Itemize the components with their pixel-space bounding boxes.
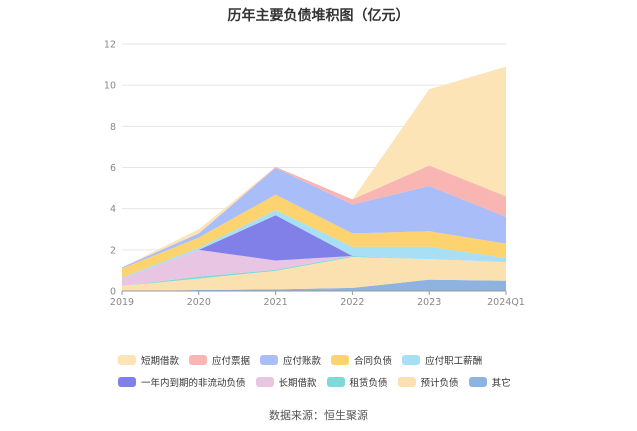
x-tick-label: 2023 bbox=[417, 297, 441, 308]
legend-label: 租赁负债 bbox=[349, 377, 388, 389]
legend-label: 应付职工薪酬 bbox=[425, 355, 483, 367]
y-tick-label: 8 bbox=[110, 122, 116, 133]
legend-swatch bbox=[255, 376, 274, 387]
legend-swatch bbox=[402, 354, 421, 365]
area-series-0[interactable] bbox=[122, 279, 506, 291]
legend-item[interactable]: 合同负债 bbox=[331, 353, 392, 367]
legend-label: 短期借款 bbox=[141, 355, 180, 367]
x-tick-label: 2024Q1 bbox=[487, 297, 525, 308]
y-tick-label: 10 bbox=[104, 81, 116, 92]
x-tick-label: 2021 bbox=[264, 297, 288, 308]
legend-swatch bbox=[260, 354, 279, 365]
legend-swatch bbox=[118, 354, 136, 365]
legend-item[interactable]: 应付账款 bbox=[260, 353, 321, 367]
area-series-1[interactable] bbox=[122, 257, 506, 291]
legend-swatch bbox=[397, 376, 416, 387]
area-series-9[interactable] bbox=[122, 66, 506, 268]
area-series-7[interactable] bbox=[122, 167, 506, 269]
y-tick-label: 2 bbox=[110, 245, 116, 256]
data-source: 数据来源：恒生聚源 bbox=[269, 409, 368, 422]
legend-label: 应付账款 bbox=[283, 355, 322, 367]
x-tick-label: 2022 bbox=[340, 297, 364, 308]
area-series-4[interactable] bbox=[122, 215, 506, 279]
x-tick-label: 2020 bbox=[187, 297, 211, 308]
y-tick-label: 0 bbox=[110, 287, 116, 298]
legend-item[interactable]: 其它 bbox=[468, 375, 511, 389]
legend-label: 一年内到期的非流动负债 bbox=[141, 377, 246, 389]
area-series-3[interactable] bbox=[122, 249, 506, 286]
legend-label: 其它 bbox=[491, 377, 511, 389]
legend-swatch bbox=[331, 354, 350, 365]
legend-row: 短期借款 应付票据 应付账款 合同负债 应付职工薪酬 bbox=[118, 352, 538, 367]
legend-label: 预计负债 bbox=[420, 377, 459, 389]
legend-swatch bbox=[118, 376, 136, 387]
area-series-8[interactable] bbox=[122, 165, 506, 268]
legend-label: 应付票据 bbox=[212, 355, 251, 367]
legend-item[interactable]: 长期借款 bbox=[255, 375, 317, 389]
y-tick-label: 4 bbox=[110, 204, 116, 215]
legend-swatch bbox=[326, 376, 345, 387]
legend-item[interactable]: 租赁负债 bbox=[326, 375, 388, 389]
y-tick-label: 6 bbox=[110, 163, 116, 174]
x-tick-label: 2019 bbox=[110, 297, 134, 308]
chart-title: 历年主要负债堆积图（亿元） bbox=[227, 8, 410, 24]
legend-item[interactable]: 一年内到期的非流动负债 bbox=[118, 375, 246, 389]
legend-swatch bbox=[189, 354, 208, 365]
legend-label: 长期借款 bbox=[278, 377, 317, 389]
legend-item[interactable]: 应付职工薪酬 bbox=[402, 353, 482, 367]
area-series-6[interactable] bbox=[122, 194, 506, 278]
chart-legend: 短期借款 应付票据 应付账款 合同负债 应付职工薪酬一年内到期的非流动负债 长期借款 租赁负… bbox=[118, 352, 538, 396]
stacked-area-chart: 0 2 4 6 8 10 12 2019 2020 2021 2022 2023 2024Q1 bbox=[104, 40, 525, 309]
axes: 0 2 4 6 8 10 12 2019 2020 2021 2022 2023 2024Q1 bbox=[104, 40, 525, 309]
legend-label: 合同负债 bbox=[354, 355, 393, 367]
area-series bbox=[122, 66, 506, 291]
legend-item[interactable]: 短期借款 bbox=[118, 353, 179, 367]
legend-row: 一年内到期的非流动负债 长期借款 租赁负债 预计负债 其它 bbox=[118, 374, 538, 389]
legend-swatch bbox=[468, 376, 487, 387]
legend-item[interactable]: 预计负债 bbox=[397, 375, 459, 389]
legend-item[interactable]: 应付票据 bbox=[189, 353, 250, 367]
y-tick-label: 12 bbox=[104, 40, 116, 51]
